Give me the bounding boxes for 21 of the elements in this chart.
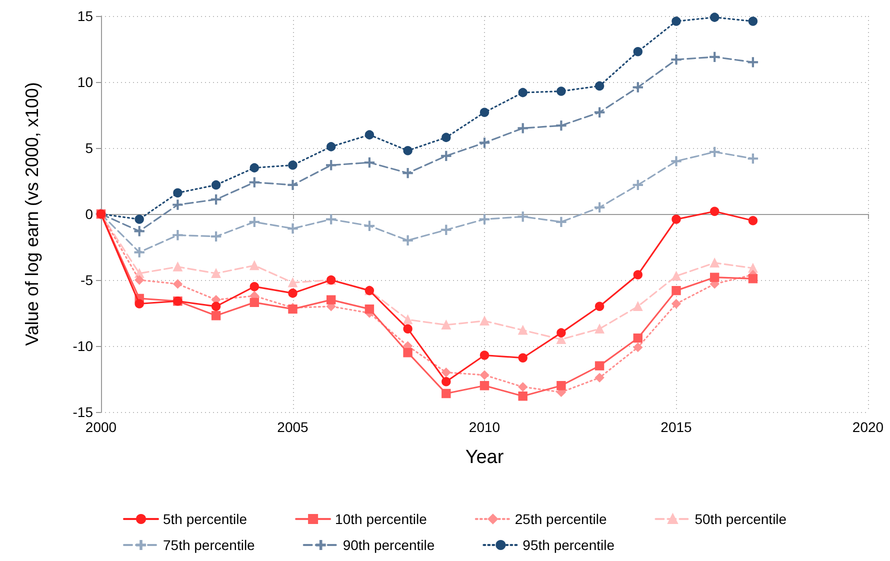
y-axis-title: Value of log earn (vs 2000, x100) [22,82,42,346]
legend-label: 75th percentile [163,537,256,553]
x-tick-label: 2010 [468,419,500,435]
y-tick-label: 10 [77,74,94,90]
y-tick-label: 5 [85,140,94,156]
x-tick-label: 2015 [660,419,692,435]
y-tick-label: 15 [77,8,94,24]
legend-label: 25th percentile [514,511,607,527]
legend-label: 50th percentile [694,511,787,527]
x-tick-label: 2020 [852,419,884,435]
legend-label: 90th percentile [342,537,435,553]
y-tick-label: -10 [72,338,94,354]
y-tick-label: -15 [72,404,94,420]
legend-label: 95th percentile [522,537,615,553]
y-tick-label: -5 [80,272,94,288]
x-tick-label: 2005 [277,419,309,435]
legend-label: 10th percentile [335,511,428,527]
x-axis-title: Year [465,447,504,468]
legend-label: 5th percentile [163,511,248,527]
x-tick-label: 2000 [85,419,117,435]
y-tick-label: 0 [85,206,94,222]
